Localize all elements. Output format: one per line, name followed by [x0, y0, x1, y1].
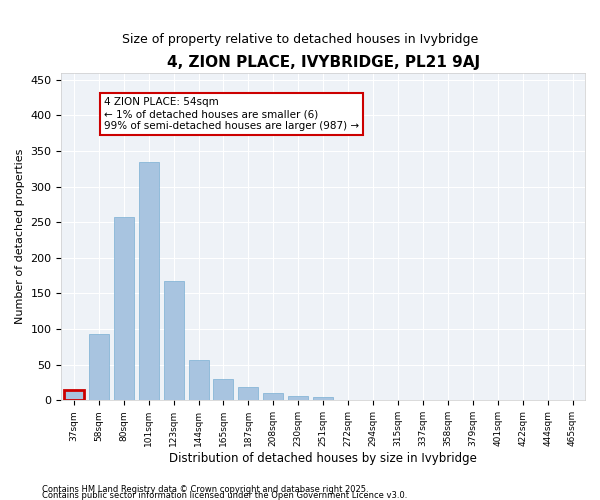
Bar: [288, 396, 308, 400]
Y-axis label: Number of detached properties: Number of detached properties: [15, 149, 25, 324]
Bar: [238, 387, 259, 400]
Title: 4, ZION PLACE, IVYBRIDGE, PL21 9AJ: 4, ZION PLACE, IVYBRIDGE, PL21 9AJ: [167, 55, 480, 70]
Text: 4 ZION PLACE: 54sqm
← 1% of detached houses are smaller (6)
99% of semi-detached: 4 ZION PLACE: 54sqm ← 1% of detached hou…: [104, 98, 359, 130]
Bar: [313, 398, 333, 400]
Bar: [214, 379, 233, 400]
Text: Contains HM Land Registry data © Crown copyright and database right 2025.: Contains HM Land Registry data © Crown c…: [42, 486, 368, 494]
Bar: [188, 360, 209, 401]
Text: Contains public sector information licensed under the Open Government Licence v3: Contains public sector information licen…: [42, 492, 407, 500]
Bar: [263, 392, 283, 400]
Bar: [89, 334, 109, 400]
Bar: [139, 162, 158, 400]
Bar: [164, 280, 184, 400]
X-axis label: Distribution of detached houses by size in Ivybridge: Distribution of detached houses by size …: [169, 452, 477, 465]
Bar: [64, 390, 84, 400]
Bar: [114, 217, 134, 400]
Text: Size of property relative to detached houses in Ivybridge: Size of property relative to detached ho…: [122, 32, 478, 46]
